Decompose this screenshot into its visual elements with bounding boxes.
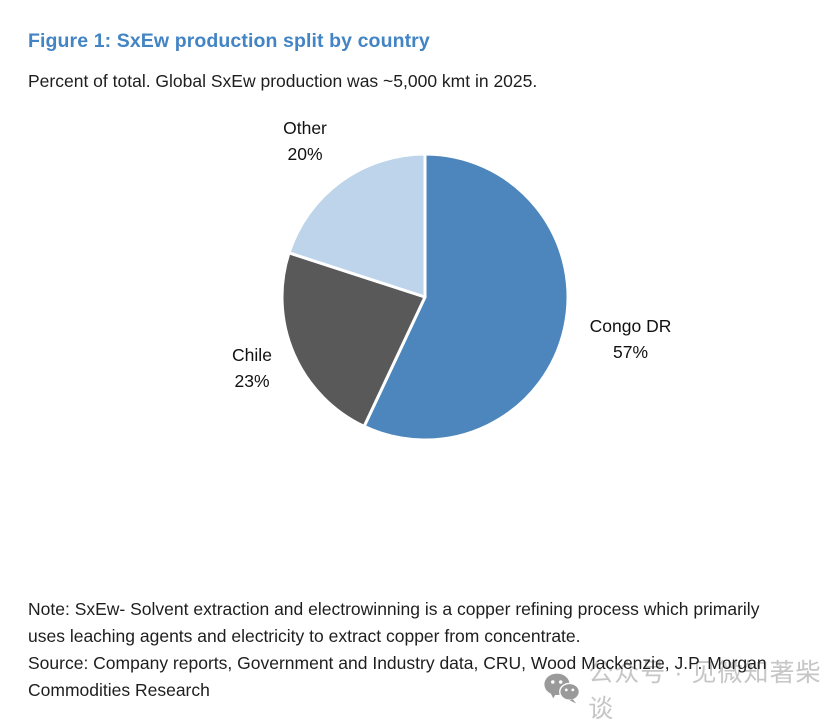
source-line-1: Source: Company reports, Government and … xyxy=(28,653,767,673)
pie-label-congo-name: Congo DR xyxy=(589,316,672,336)
note-line-1: Note: SxEw- Solvent extraction and elect… xyxy=(28,599,760,619)
pie-slice-chile xyxy=(280,251,427,428)
pie-label-chile-name: Chile xyxy=(232,345,272,365)
figure-subtitle: Percent of total. Global SxEw production… xyxy=(28,71,538,91)
figure-title: Figure 1: SxEw production split by count… xyxy=(28,30,430,52)
pie-slice-congo-dr xyxy=(362,152,570,442)
pie-label-other: Other 20% xyxy=(255,115,355,167)
pie-slice-other xyxy=(287,152,427,299)
pie-chart xyxy=(280,152,570,442)
pie-label-other-name: Other xyxy=(283,118,327,138)
pie-chart-svg xyxy=(280,152,570,442)
pie-label-congo-pct: 57% xyxy=(612,342,649,362)
footer: Note: SxEw- Solvent extraction and elect… xyxy=(28,596,818,704)
pie-label-congo: Congo DR 57% xyxy=(568,313,693,365)
note-line-2: uses leaching agents and electricity to … xyxy=(28,626,581,646)
page: { "figure": { "title": "Figure 1: SxEw p… xyxy=(28,30,821,723)
pie-label-other-pct: 20% xyxy=(287,144,323,164)
source-line-2: Commodities Research xyxy=(28,680,210,700)
pie-label-chile: Chile 23% xyxy=(202,342,302,394)
pie-label-chile-pct: 23% xyxy=(234,371,270,391)
